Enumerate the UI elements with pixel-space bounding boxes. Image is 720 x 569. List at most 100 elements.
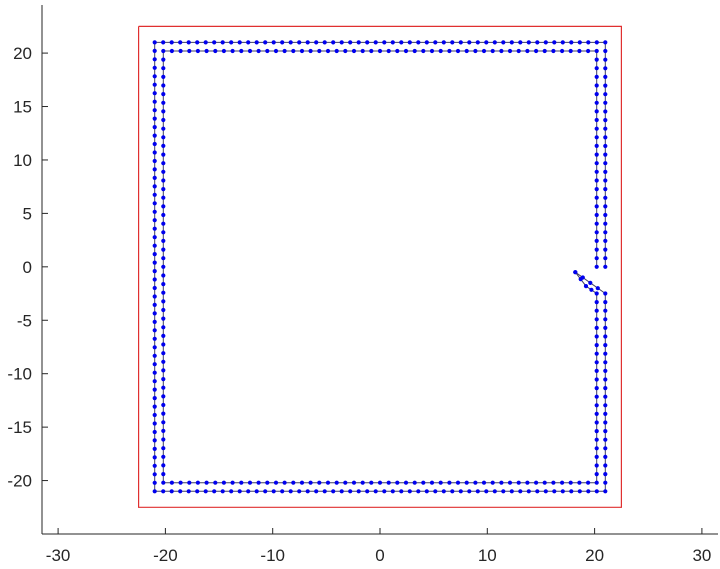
data-point: [407, 489, 412, 494]
data-point: [603, 300, 608, 305]
data-point: [603, 403, 608, 408]
data-point: [603, 325, 608, 330]
data-point: [525, 48, 530, 54]
data-point: [594, 169, 599, 174]
data-point: [603, 343, 608, 348]
data-point: [161, 325, 166, 330]
data-point: [213, 480, 218, 485]
data-point: [603, 74, 608, 79]
data-point: [314, 40, 319, 45]
data-point: [152, 269, 157, 274]
data-point: [594, 420, 599, 425]
data-point: [161, 299, 166, 304]
boundary-rectangle: [138, 25, 623, 508]
data-point: [399, 489, 404, 494]
data-point: [152, 328, 157, 333]
data-point: [263, 40, 268, 45]
data-point: [161, 307, 166, 313]
data-point: [492, 40, 497, 45]
data-point: [542, 480, 547, 485]
data-point: [578, 277, 583, 282]
data-point: [356, 489, 361, 494]
data-point: [161, 316, 166, 321]
data-point: [195, 480, 200, 485]
data-point: [161, 161, 166, 166]
data-point: [594, 446, 599, 451]
data-point: [187, 48, 192, 54]
data-point: [161, 169, 166, 174]
data-point: [603, 92, 608, 97]
data-point: [429, 48, 435, 54]
data-point: [325, 48, 331, 54]
data-point: [161, 377, 166, 382]
data-point: [152, 345, 157, 350]
data-point: [467, 489, 472, 494]
data-point: [447, 480, 452, 485]
y-tick-label: 5: [23, 204, 32, 223]
data-point: [586, 480, 591, 485]
data-point: [484, 489, 489, 494]
data-point: [603, 308, 608, 313]
data-point: [237, 40, 242, 45]
data-point: [152, 480, 157, 485]
data-point: [458, 489, 463, 494]
data-point: [594, 291, 599, 296]
data-point: [594, 256, 599, 261]
data-point: [507, 480, 513, 485]
data-point: [441, 489, 446, 494]
data-point: [594, 386, 599, 391]
data-point: [603, 334, 608, 339]
data-point: [433, 40, 438, 45]
data-point: [297, 40, 302, 45]
data-point: [317, 48, 322, 54]
data-point: [441, 40, 446, 45]
data-point: [594, 480, 599, 485]
data-point: [339, 489, 344, 494]
data-point: [161, 57, 166, 62]
data-point: [603, 317, 608, 322]
data-point: [594, 83, 599, 88]
data-point: [152, 277, 157, 282]
data-point: [288, 489, 293, 494]
data-point: [152, 226, 157, 231]
data-point: [516, 48, 521, 54]
data-point: [603, 394, 608, 399]
data-point: [603, 212, 608, 218]
data-point: [386, 48, 391, 54]
data-point: [551, 480, 556, 485]
x-ticks: -30 -20 -10 0 10 20 30: [46, 528, 711, 565]
data-point: [603, 463, 608, 468]
data-point: [467, 40, 472, 45]
data-point: [568, 48, 573, 54]
data-point: [390, 40, 395, 45]
data-point: [481, 48, 487, 54]
data-point: [152, 472, 157, 477]
data-point: [152, 412, 157, 418]
data-point: [603, 437, 608, 442]
data-point: [169, 480, 174, 485]
data-point: [395, 48, 400, 54]
data-point: [603, 247, 608, 252]
series-line: [162, 50, 598, 484]
data-point: [543, 489, 548, 494]
data-point: [569, 40, 574, 45]
data-point: [152, 353, 157, 358]
data-point: [594, 100, 599, 105]
data-point: [586, 48, 591, 54]
data-point: [351, 48, 357, 54]
data-point: [152, 125, 157, 130]
data-point: [325, 480, 331, 485]
data-point: [386, 480, 391, 485]
data-point: [369, 48, 374, 54]
data-point: [501, 40, 506, 45]
data-point: [152, 48, 157, 54]
data-point: [403, 48, 409, 54]
data-point: [594, 143, 599, 148]
data-point: [152, 74, 157, 79]
data-point: [348, 40, 353, 45]
data-point: [484, 40, 489, 45]
data-point: [186, 40, 191, 45]
data-point: [152, 336, 157, 341]
data-point: [152, 438, 157, 443]
data-point: [246, 489, 251, 494]
